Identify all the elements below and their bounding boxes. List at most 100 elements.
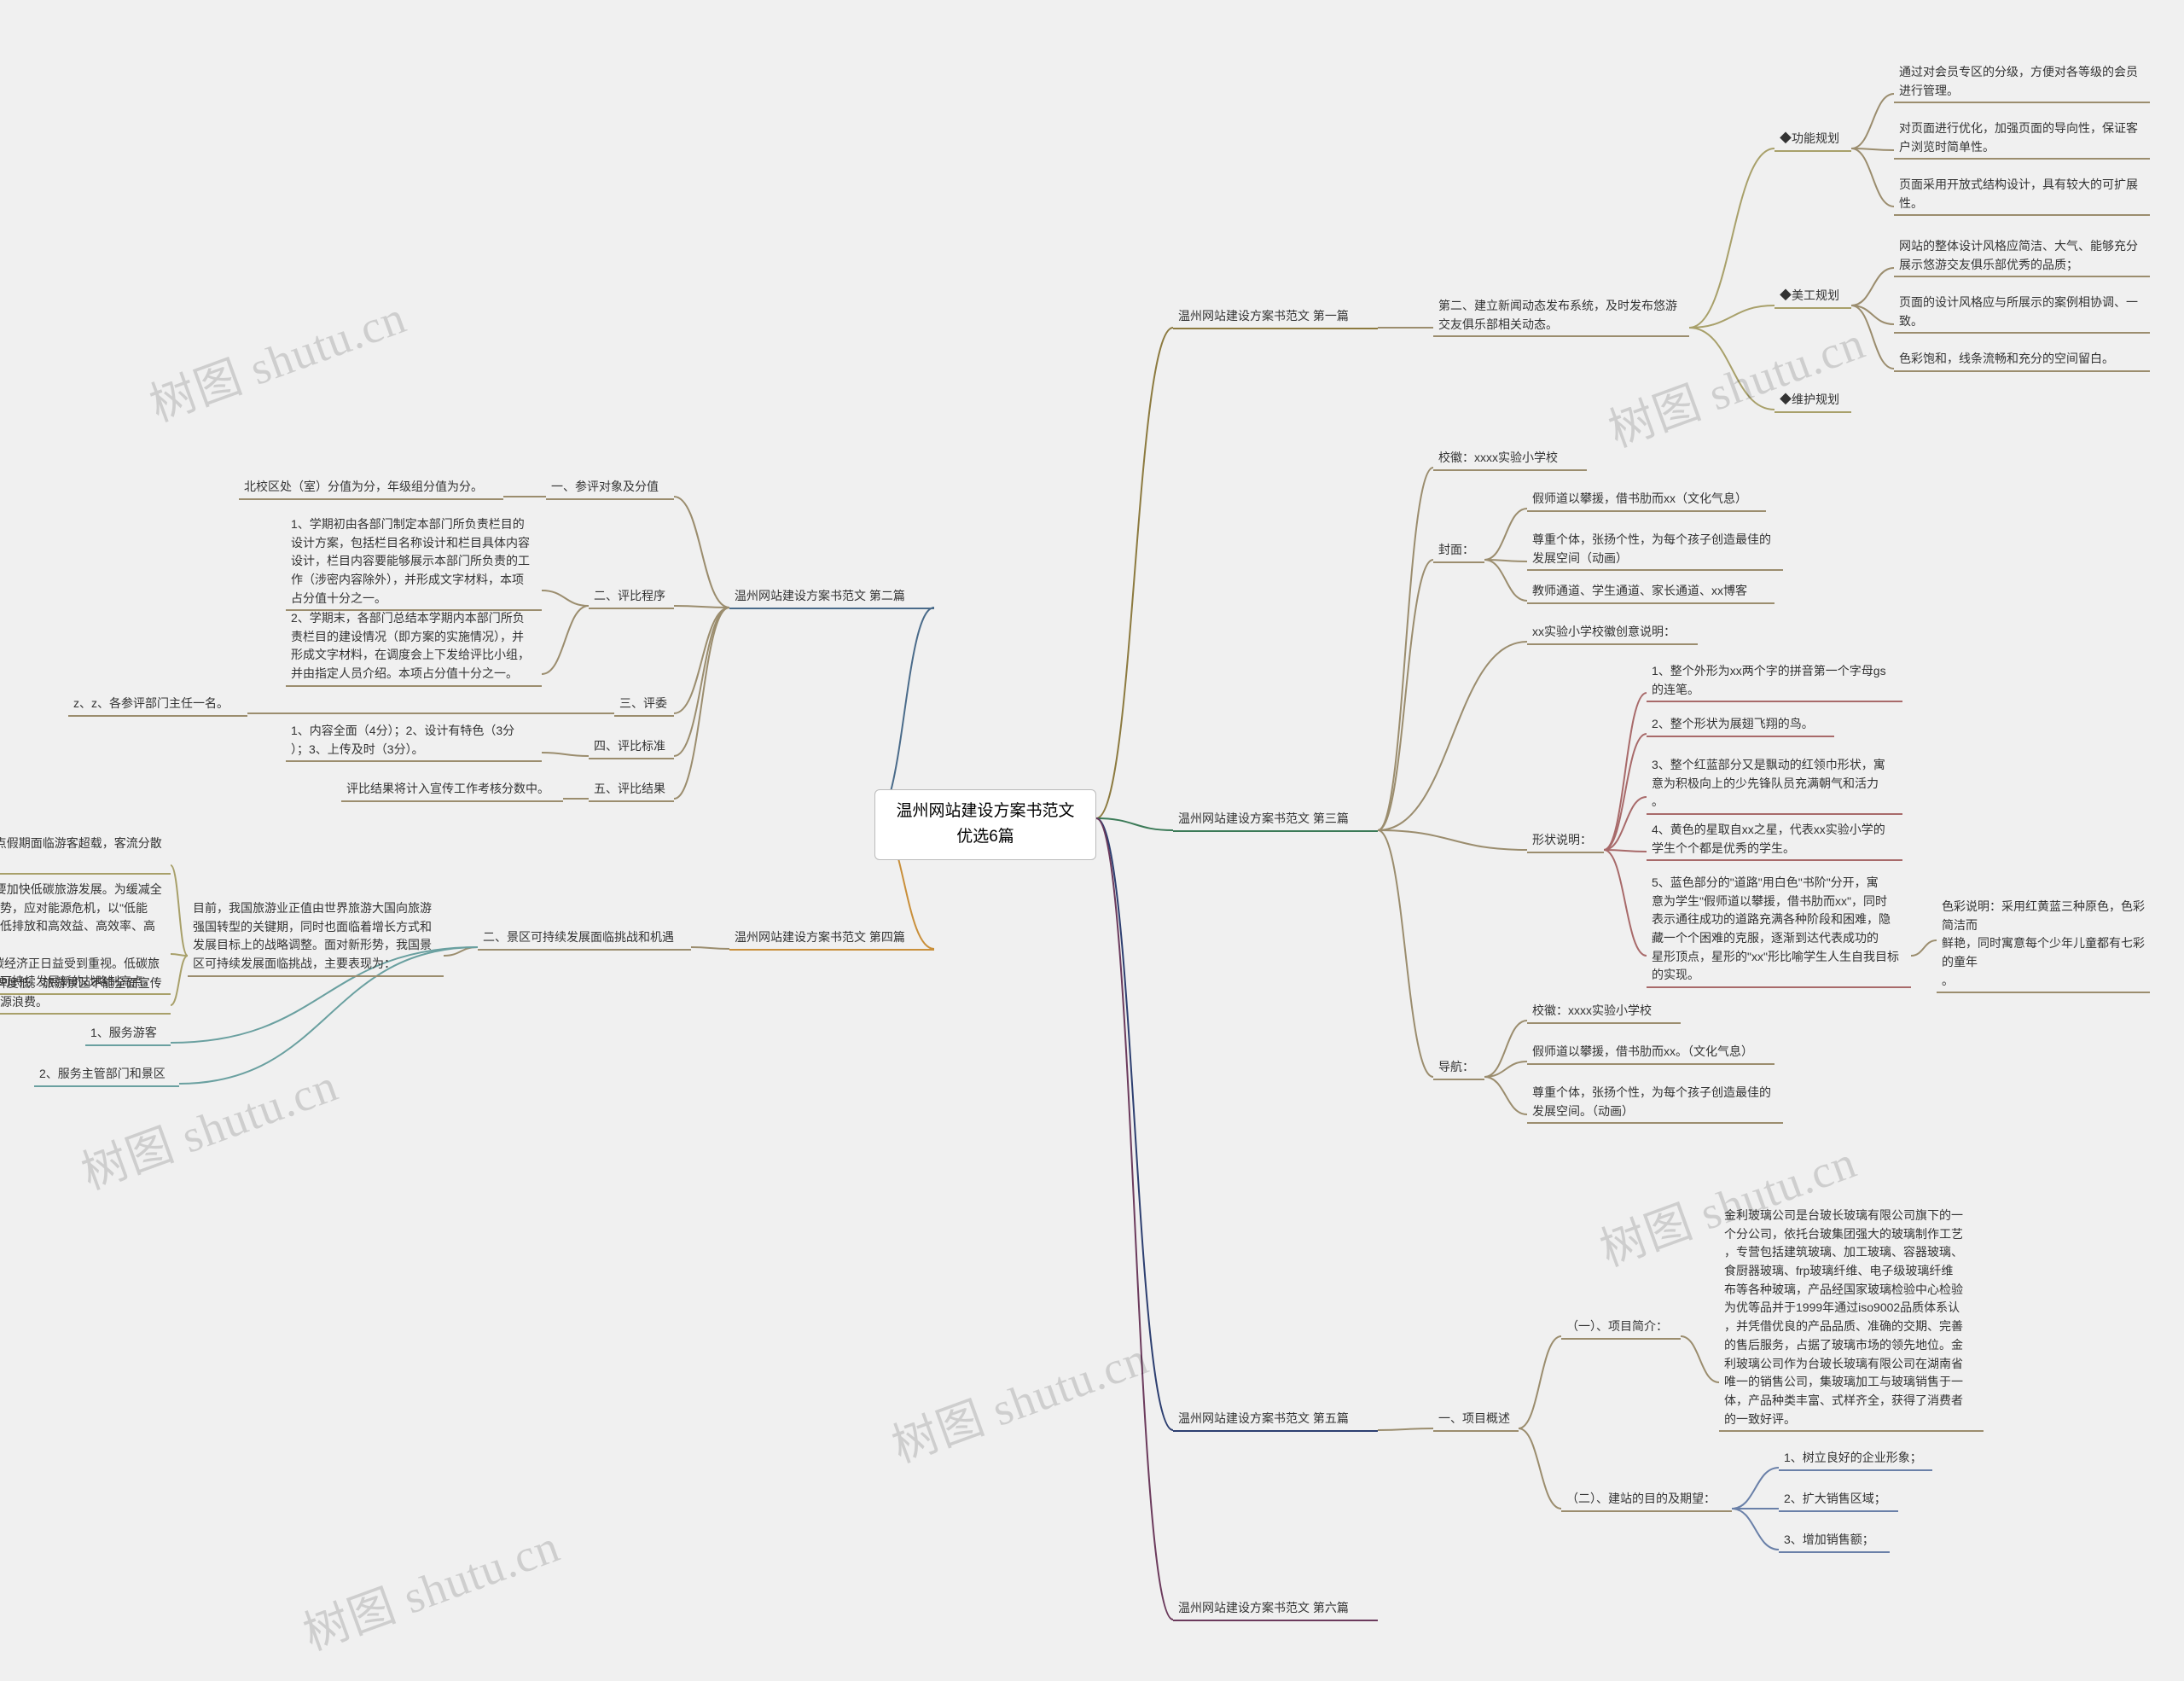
node-b4n1c[interactable]: 2、服务主管部门和景区	[34, 1062, 179, 1087]
edge-b3n4e-b3n4f	[1911, 940, 1937, 956]
node-b4[interactable]: 温州网站建设方案书范文 第四篇	[729, 925, 934, 951]
node-b3n4c[interactable]: 3、整个红蓝部分又是飘动的红领巾形状，寓 意为积极向上的少先锋队员充满朝气和活力…	[1647, 753, 1902, 815]
node-b3n4f[interactable]: 色彩说明：采用红黄蓝三种原色，色彩简洁而 鲜艳，同时寓意每个少年儿童都有七彩的童…	[1937, 894, 2150, 993]
edge-b3n5-b3n5c	[1484, 1077, 1527, 1114]
edge-b3n4-b3n4b	[1604, 734, 1647, 850]
edge-b2-b2n4	[674, 608, 729, 756]
edge-b1n3-b1n3c	[1851, 305, 1894, 369]
node-b3n4e[interactable]: 5、蓝色部分的"道路"用白色"书阶"分开，寓 意为学生"假师道以攀援，借书肋而x…	[1647, 870, 1911, 988]
node-b5n3a[interactable]: 1、树立良好的企业形象；	[1779, 1445, 1932, 1471]
edge-b1n3-b1n3b	[1851, 305, 1894, 324]
node-b2n5a[interactable]: 评比结果将计入宣传工作考核分数中。	[341, 777, 563, 802]
node-b1n1[interactable]: 第二、建立新闻动态发布系统，及时发布悠游 交友俱乐部相关动态。	[1433, 294, 1689, 337]
edge-b3n2-b3n2c	[1484, 560, 1527, 601]
node-b2n1a[interactable]: 北校区处（室）分值为分，年级组分值为分。	[239, 474, 503, 500]
node-b5n3c[interactable]: 3、增加销售额；	[1779, 1527, 1890, 1553]
edge-b2-b2n3	[674, 608, 729, 713]
node-b3n5b[interactable]: 假师道以攀援，借书肋而xx。（文化气息）	[1527, 1039, 1774, 1065]
node-b2n3a[interactable]: z、z、各参评部门主任一名。	[68, 691, 247, 717]
edge-b3n4-b3n4d	[1604, 850, 1647, 852]
node-b5n3b[interactable]: 2、扩大销售区域；	[1779, 1486, 1898, 1512]
edge-b1n1-b1n4	[1689, 328, 1774, 410]
node-b2n2b[interactable]: 2、学期末，各部门总结本学期内本部门所负 责栏目的建设情况（即方案的实施情况），…	[286, 606, 542, 687]
watermark: 树图 shutu.cn	[881, 1320, 1156, 1475]
node-b3n4a[interactable]: 1、整个外形为xx两个字的拼音第一个字母gs 的连笔。	[1647, 659, 1902, 702]
node-b3n2a[interactable]: 假师道以攀援，借书肋而xx（文化气息）	[1527, 486, 1766, 512]
node-b3n4b[interactable]: 2、整个形状为展翅飞翔的鸟。	[1647, 712, 1834, 737]
node-b1n3b[interactable]: 页面的设计风格应与所展示的案例相协调、一 致。	[1894, 290, 2150, 334]
edge-b4-b4n1	[691, 947, 729, 949]
edge-b3-b3n1	[1378, 468, 1433, 830]
edge-b2n4-b2n4a	[542, 753, 589, 756]
edge-root-b2	[874, 608, 934, 818]
node-b2n2[interactable]: 二、评比程序	[589, 584, 674, 609]
node-b4n1a3[interactable]: （3）景区品牌度低。旅游景区不能全面宣传 到位，旅游资源浪费。	[0, 971, 171, 1015]
node-b5n3[interactable]: （二）、建站的目的及期望：	[1561, 1486, 1732, 1512]
edge-b5n1-b5n3	[1519, 1428, 1561, 1509]
node-b3n4[interactable]: 形状说明：	[1527, 828, 1604, 853]
edge-b5-b5n1	[1378, 1428, 1433, 1430]
node-b5n2a[interactable]: 金利玻璃公司是台玻长玻璃有限公司旗下的一 个分公司，依托台玻集团强大的玻璃制作工…	[1719, 1203, 1984, 1432]
edge-b5n1-b5n2	[1519, 1336, 1561, 1428]
node-b4n1[interactable]: 二、景区可持续发展面临挑战和机遇	[478, 925, 691, 951]
node-b1n2b[interactable]: 对页面进行优化，加强页面的导向性，保证客 户浏览时简单性。	[1894, 116, 2150, 160]
root-node[interactable]: 温州网站建设方案书范文 优选6篇	[874, 789, 1096, 860]
edge-b1n1-b1n3	[1689, 305, 1774, 328]
node-b3n5c[interactable]: 尊重个体，张扬个性，为每个孩子创造最佳的 发展空间。（动画）	[1527, 1080, 1783, 1124]
edge-b3n2-b3n2b	[1484, 560, 1527, 561]
node-b3n5[interactable]: 导航：	[1433, 1055, 1484, 1080]
node-b1n2c[interactable]: 页面采用开放式结构设计，具有较大的可扩展 性。	[1894, 172, 2150, 216]
node-b1[interactable]: 温州网站建设方案书范文 第一篇	[1173, 304, 1378, 329]
edge-b3n5-b3n5a	[1484, 1021, 1527, 1077]
edge-b3n4-b3n4c	[1604, 797, 1647, 850]
node-b4n1b[interactable]: 1、服务游客	[85, 1021, 171, 1046]
node-b5n1[interactable]: 一、项目概述	[1433, 1406, 1519, 1432]
node-b3n5a[interactable]: 校徽：xxxx实验小学校	[1527, 998, 1681, 1024]
node-b1n3c[interactable]: 色彩饱和，线条流畅和充分的空间留白。	[1894, 346, 2150, 372]
edge-b1n3-b1n3a	[1851, 268, 1894, 305]
node-b2n2a[interactable]: 1、学期初由各部门制定本部门所负责栏目的 设计方案，包括栏目名称设计和栏目具体内…	[286, 512, 542, 611]
node-b2n5[interactable]: 五、评比结果	[589, 777, 674, 802]
edge-root-b6	[1096, 818, 1173, 1620]
node-b2n4a[interactable]: 1、内容全面（4分）；2、设计有特色（3分 ）；3、上传及时（3分）。	[286, 718, 542, 762]
node-b3n2b[interactable]: 尊重个体，张扬个性，为每个孩子创造最佳的 发展空间（动画）	[1527, 527, 1783, 571]
edge-root-b1	[1096, 328, 1173, 818]
node-b2n4[interactable]: 四、评比标准	[589, 734, 674, 759]
edge-b1n1-b1n2	[1689, 148, 1774, 328]
node-b4n1a[interactable]: 目前，我国旅游业正值由世界旅游大国向旅游 强国转型的关键期，同时也面临着增长方式…	[188, 896, 444, 977]
edge-root-b3	[1096, 818, 1173, 830]
watermark: 树图 shutu.cn	[293, 1508, 567, 1663]
node-b3n2[interactable]: 封面：	[1433, 538, 1484, 563]
node-b3n2c[interactable]: 教师通道、学生通道、家长通道、xx博客	[1527, 579, 1774, 604]
node-b2[interactable]: 温州网站建设方案书范文 第二篇	[729, 584, 934, 609]
node-b3n3[interactable]: xx实验小学校徽创意说明：	[1527, 619, 1698, 645]
node-b1n2a[interactable]: 通过对会员专区的分级，方便对各等级的会员 进行管理。	[1894, 60, 2150, 103]
edge-b3n5-b3n5b	[1484, 1062, 1527, 1077]
edge-b3-b3n5	[1378, 830, 1433, 1077]
node-b3n4d[interactable]: 4、黄色的星取自xx之星，代表xx实验小学的 学生个个都是优秀的学生。	[1647, 817, 1902, 861]
watermark: 树图 shutu.cn	[139, 279, 414, 434]
node-b1n4[interactable]: ◆维护规划	[1774, 387, 1851, 413]
edge-b1n2-b1n2b	[1851, 148, 1894, 150]
node-b1n2[interactable]: ◆功能规划	[1774, 126, 1851, 152]
node-b5n2[interactable]: （一）、项目简介：	[1561, 1314, 1681, 1340]
edge-b4n1a-b4n1a3	[171, 956, 188, 1005]
edge-b4n1a-b4n1a2	[171, 954, 188, 956]
node-b2n3[interactable]: 三、评委	[614, 691, 674, 717]
edge-b3-b3n4	[1378, 830, 1527, 850]
node-b3n1[interactable]: 校徽：xxxx实验小学校	[1433, 445, 1587, 471]
edge-b2n2-b2n2b	[542, 606, 589, 674]
edge-b5n3-b5n3c	[1732, 1509, 1779, 1550]
node-b2n1[interactable]: 一、参评对象及分值	[546, 474, 674, 500]
node-b6[interactable]: 温州网站建设方案书范文 第六篇	[1173, 1596, 1378, 1621]
node-b1n3[interactable]: ◆美工规划	[1774, 283, 1851, 309]
node-b5[interactable]: 温州网站建设方案书范文 第五篇	[1173, 1406, 1378, 1432]
node-b1n3a[interactable]: 网站的整体设计风格应简洁、大气、能够充分 展示悠游交友俱乐部优秀的品质；	[1894, 234, 2150, 277]
node-b3[interactable]: 温州网站建设方案书范文 第三篇	[1173, 806, 1378, 832]
edge-b5n2-b5n2a	[1681, 1336, 1719, 1382]
edge-b3-b3n2	[1378, 560, 1433, 830]
edge-b5n3-b5n3a	[1732, 1468, 1779, 1509]
edge-b3n4-b3n4e	[1604, 850, 1647, 956]
node-b4n1a1[interactable]: （1）景区热点假期面临游客超载，客流分散 不均匀。	[0, 831, 171, 875]
edge-b1n2-b1n2c	[1851, 148, 1894, 206]
